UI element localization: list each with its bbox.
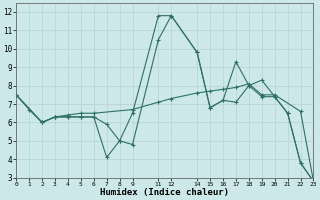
X-axis label: Humidex (Indice chaleur): Humidex (Indice chaleur) <box>100 188 229 197</box>
